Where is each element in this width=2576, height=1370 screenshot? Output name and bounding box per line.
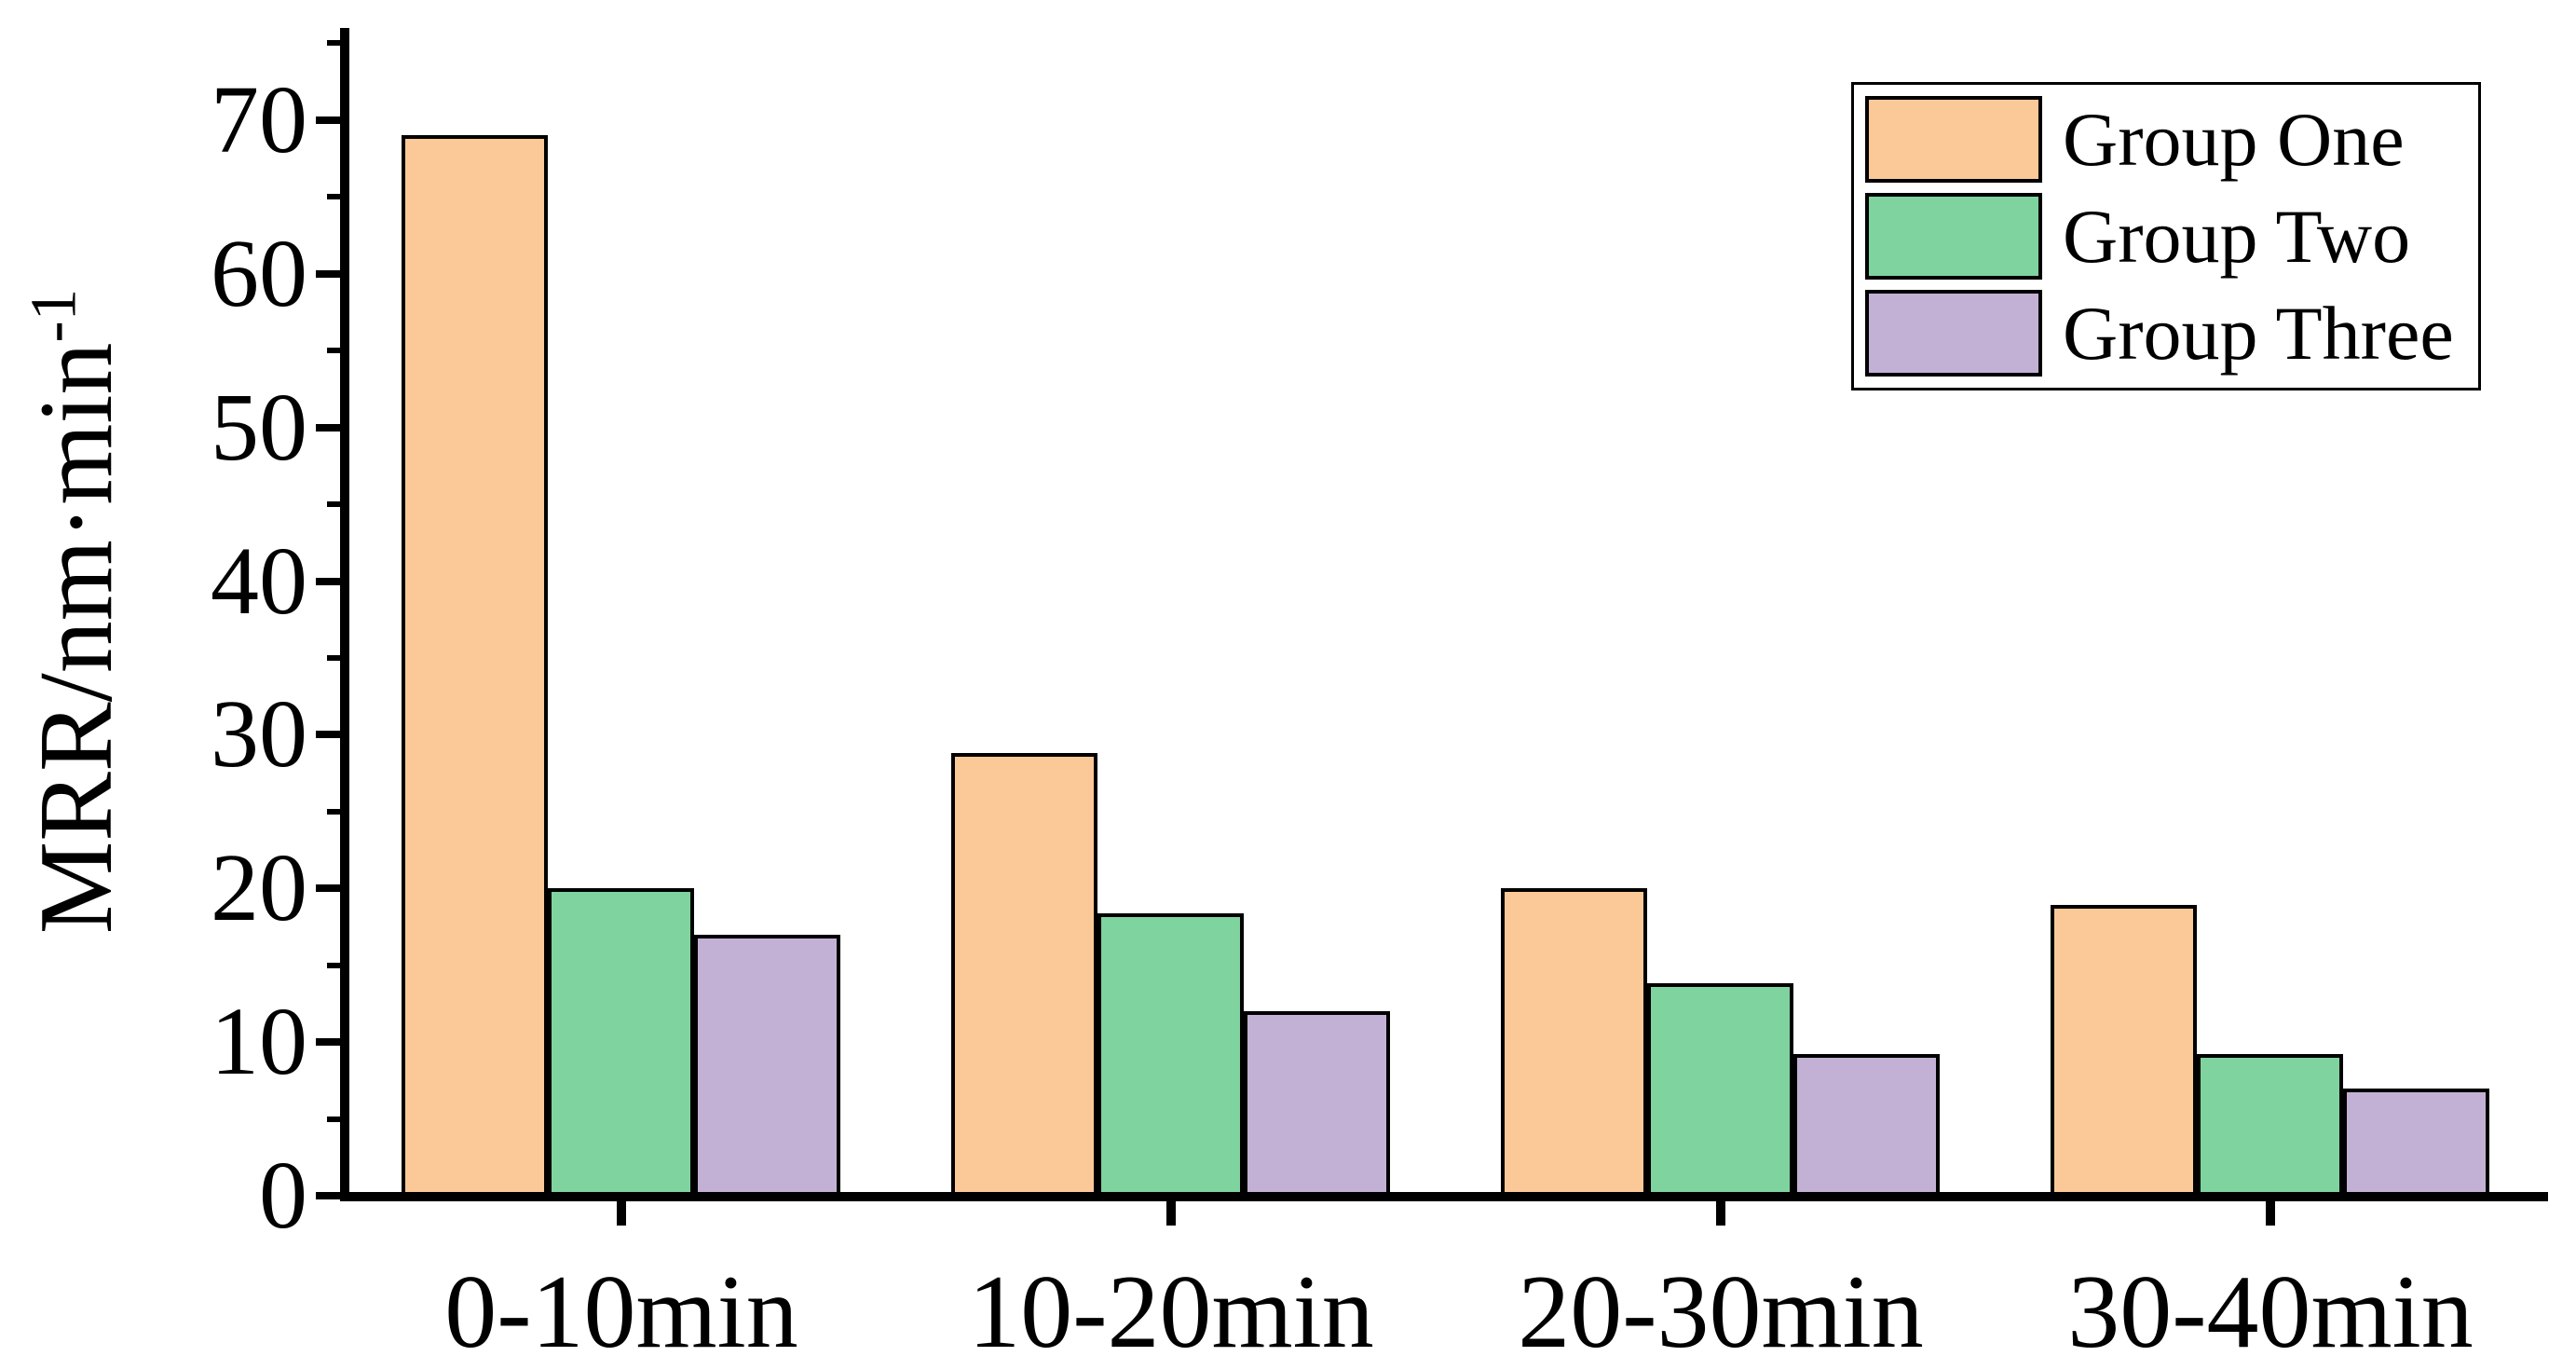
y-minor-tick-15: [327, 962, 340, 968]
y-minor-tick-5: [327, 1116, 340, 1122]
y-axis-spine: [340, 28, 349, 1201]
y-major-tick-40: [316, 577, 340, 585]
x-tick-label-10-20min: 10-20min: [968, 1254, 1374, 1370]
legend-swatch-icon: [1865, 96, 2042, 183]
y-tick-label-60: 60: [211, 219, 307, 327]
bar-group-three-20-30min: [1793, 1054, 1940, 1199]
bar-group-one-10-20min: [951, 753, 1097, 1199]
x-tick-10-20min: [1166, 1201, 1176, 1226]
y-major-tick-0: [316, 1192, 340, 1199]
y-major-tick-50: [316, 423, 340, 432]
y-tick-label-30: 30: [211, 680, 307, 788]
legend-swatch-icon: [1865, 193, 2042, 280]
x-tick-30-40min: [2266, 1201, 2275, 1226]
bar-group-two-10-20min: [1097, 912, 1244, 1199]
bar-group-one-30-40min: [2051, 905, 2197, 1199]
y-tick-label-10: 10: [211, 988, 307, 1096]
legend-label: Group One: [2063, 96, 2405, 182]
y-minor-tick-75: [327, 40, 340, 47]
y-major-tick-70: [316, 116, 340, 124]
y-minor-tick-65: [327, 194, 340, 200]
x-tick-0-10min: [617, 1201, 626, 1226]
y-tick-label-40: 40: [211, 527, 307, 635]
bar-group-two-30-40min: [2197, 1054, 2343, 1199]
legend-label: Group Three: [2063, 290, 2454, 376]
y-major-tick-20: [316, 884, 340, 893]
x-tick-20-30min: [1716, 1201, 1725, 1226]
x-tick-label-0-10min: 0-10min: [444, 1254, 798, 1370]
y-minor-tick-45: [327, 501, 340, 508]
y-minor-tick-25: [327, 808, 340, 815]
y-major-tick-60: [316, 269, 340, 278]
legend-label: Group Two: [2063, 193, 2411, 279]
x-axis-spine: [340, 1192, 2548, 1201]
legend-item-group-one: Group One: [1865, 96, 2467, 183]
y-tick-label-20: 20: [211, 834, 307, 942]
bar-group-two-20-30min: [1647, 983, 1793, 1199]
y-tick-label-50: 50: [211, 373, 307, 481]
y-tick-label-70: 70: [211, 65, 307, 173]
bar-group-one-0-10min: [402, 135, 548, 1199]
y-minor-tick-55: [327, 348, 340, 354]
x-tick-label-30-40min: 30-40min: [2067, 1254, 2474, 1370]
legend-item-group-two: Group Two: [1865, 193, 2467, 280]
bar-group-three-30-40min: [2343, 1088, 2489, 1199]
legend: Group One Group Two Group Three: [1851, 82, 2481, 390]
bar-group-three-0-10min: [694, 934, 840, 1199]
x-tick-label-20-30min: 20-30min: [1518, 1254, 1924, 1370]
bar-group-one-20-30min: [1501, 888, 1647, 1199]
y-tick-label-0: 0: [259, 1142, 307, 1249]
y-minor-tick-35: [327, 654, 340, 661]
legend-item-group-three: Group Three: [1865, 290, 2467, 377]
y-major-tick-30: [316, 731, 340, 739]
bar-group-three-10-20min: [1244, 1011, 1390, 1199]
legend-swatch-icon: [1865, 290, 2042, 377]
bar-group-two-0-10min: [548, 888, 694, 1199]
y-major-tick-10: [316, 1038, 340, 1047]
